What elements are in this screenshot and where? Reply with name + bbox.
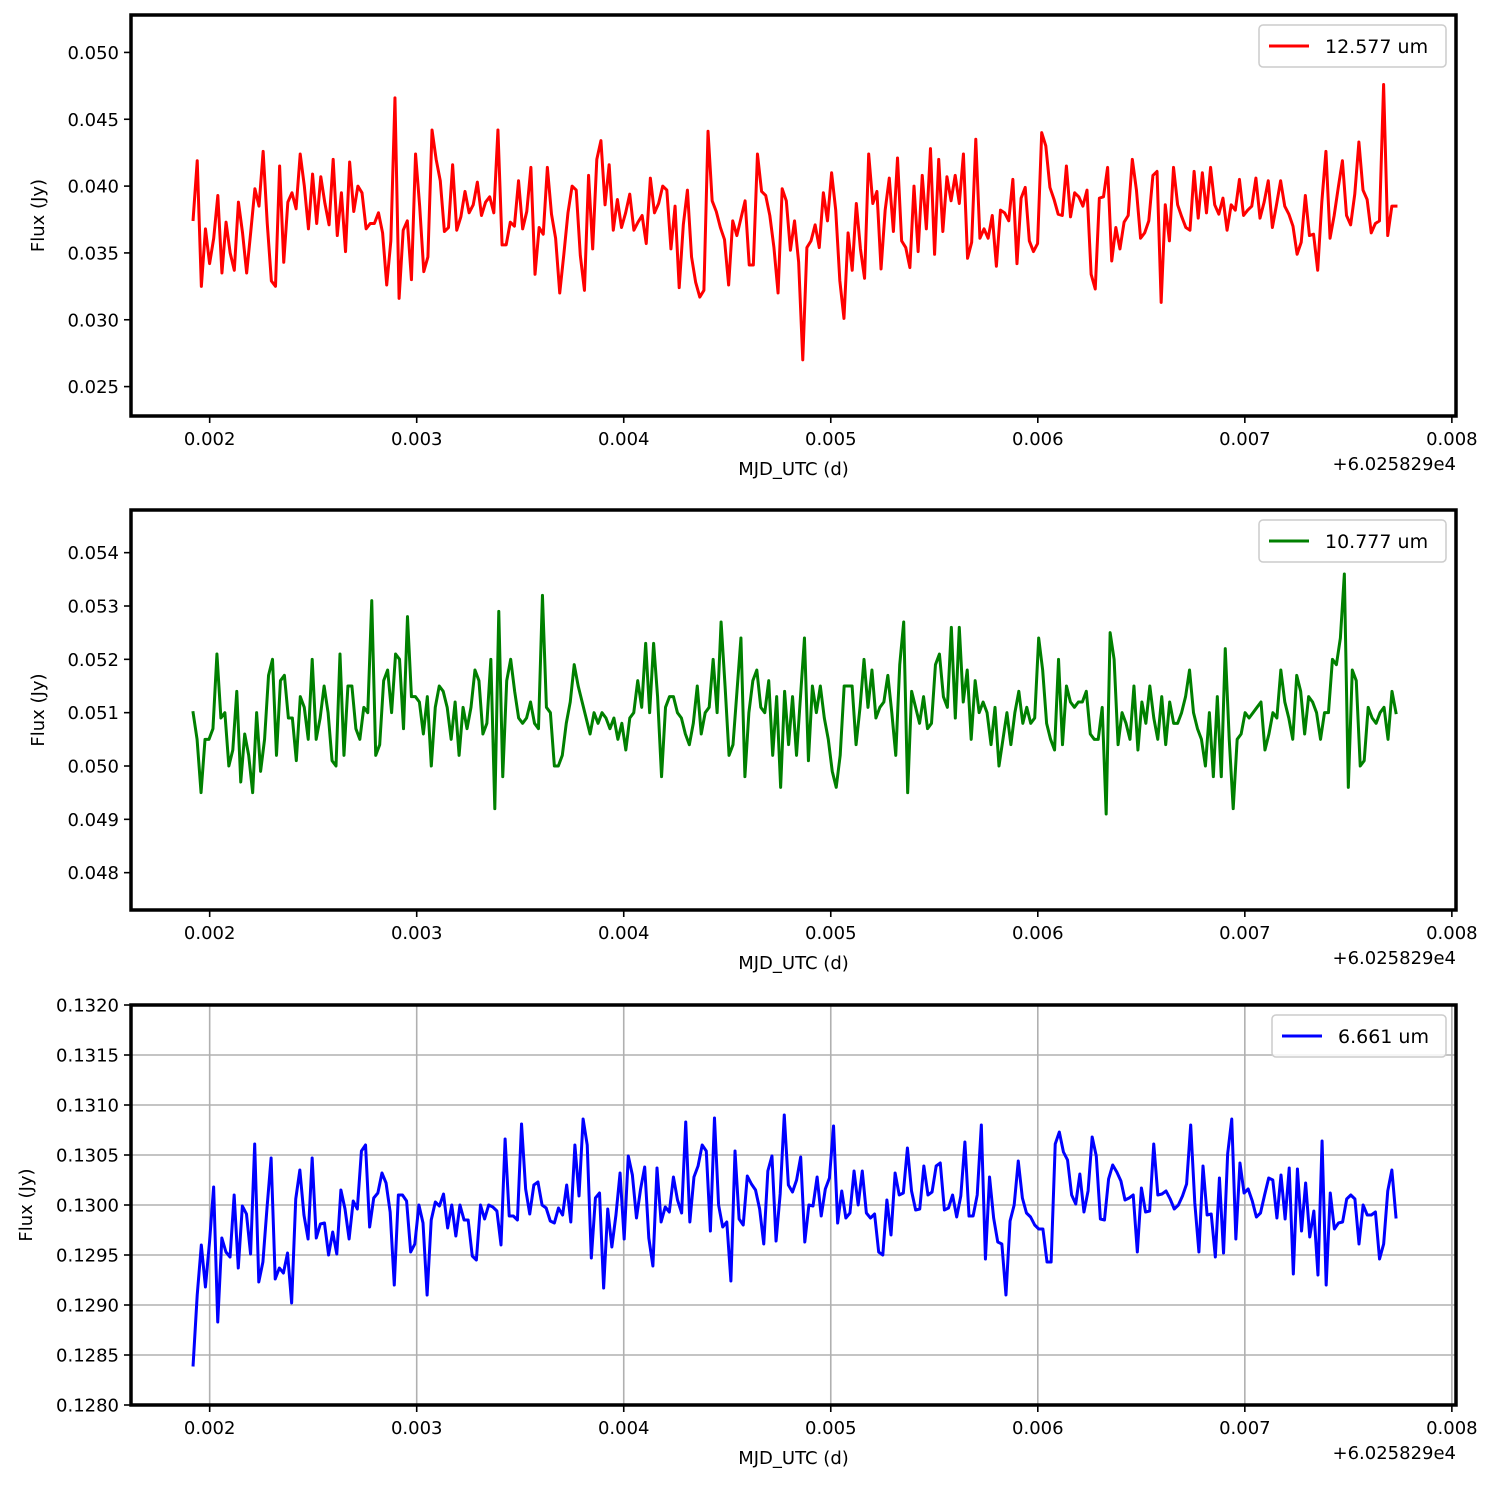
y-tick-label: 0.1320: [56, 996, 119, 1017]
x-tick-label: 0.005: [805, 429, 857, 450]
x-offset-label: +6.025829e4: [1333, 948, 1457, 969]
series-line-1: [191, 83, 1398, 362]
x-tick-label: 0.006: [1012, 923, 1064, 944]
legend-label: 6.661 um: [1338, 1026, 1429, 1048]
y-tick-label: 0.1310: [56, 1096, 119, 1117]
y-tick-label: 0.045: [67, 110, 119, 131]
y-tick-label: 0.025: [67, 377, 119, 398]
y-tick-label: 0.1290: [56, 1296, 119, 1317]
x-tick-label: 0.002: [184, 1418, 236, 1439]
legend-box: [1271, 1014, 1447, 1058]
chart-panel-3: 0.002 0.003 0.004 0.005 0.006 0.007 0.008 0.128…: [16, 996, 1478, 1470]
legend-box: [1258, 24, 1447, 68]
plot-area: [131, 15, 1456, 416]
x-axis-label: MJD_UTC (d): [738, 953, 849, 974]
x-tick-label: 0.003: [391, 1418, 443, 1439]
x-tick-label: 0.004: [598, 429, 650, 450]
y-tick-label: 0.048: [67, 863, 119, 884]
x-tick-label: 0.002: [184, 429, 236, 450]
y-tick-label: 0.053: [67, 597, 119, 618]
x-axis-label: MJD_UTC (d): [738, 459, 849, 480]
x-tick-label: 0.004: [598, 1418, 650, 1439]
y-tick-label: 0.050: [67, 43, 119, 64]
y-tick-label: 0.049: [67, 810, 119, 831]
x-tick-label: 0.007: [1219, 429, 1271, 450]
x-tick-label: 0.006: [1012, 1418, 1064, 1439]
y-tick-label: 0.035: [67, 243, 119, 264]
y-tick-label: 0.1285: [56, 1346, 119, 1367]
y-tick-label: 0.1280: [56, 1396, 119, 1417]
x-tick-label: 0.005: [805, 1418, 857, 1439]
y-axis-label: Flux (Jy): [16, 1168, 37, 1241]
x-tick-label: 0.005: [805, 923, 857, 944]
legend: 10.777 um: [1258, 519, 1447, 563]
legend: 6.661 um: [1271, 1014, 1447, 1058]
y-axis-label: Flux (Jy): [28, 673, 49, 746]
x-tick-label: 0.008: [1426, 923, 1478, 944]
chart-panel-1: 0.002 0.003 0.004 0.005 0.006 0.007 0.008 0.025…: [28, 13, 1478, 480]
y-tick-label: 0.1315: [56, 1046, 119, 1067]
series-line-1: [191, 572, 1398, 816]
x-tick-label: 0.002: [184, 923, 236, 944]
legend-label: 12.577 um: [1325, 36, 1428, 58]
x-tick-label: 0.004: [598, 923, 650, 944]
legend-box: [1258, 519, 1447, 563]
y-tick-label: 0.050: [67, 757, 119, 778]
axes-frame: [129, 508, 1458, 912]
x-offset-label: +6.025829e4: [1333, 454, 1457, 475]
x-tick-label: 0.007: [1219, 923, 1271, 944]
y-axis-label: Flux (Jy): [28, 179, 49, 252]
y-tick-label: 0.1300: [56, 1196, 119, 1217]
y-tick-label: 0.1305: [56, 1146, 119, 1167]
x-tick-label: 0.003: [391, 923, 443, 944]
x-offset-label: +6.025829e4: [1333, 1443, 1457, 1464]
x-tick-label: 0.006: [1012, 429, 1064, 450]
x-tick-label: 0.007: [1219, 1418, 1271, 1439]
y-tick-label: 0.052: [67, 650, 119, 671]
x-tick-label: 0.008: [1426, 429, 1478, 450]
x-axis-label: MJD_UTC (d): [738, 1448, 849, 1469]
y-tick-label: 0.030: [67, 310, 119, 331]
legend: 12.577 um: [1258, 24, 1447, 68]
series-line-1: [191, 1113, 1398, 1367]
chart-panel-2: 0.002 0.003 0.004 0.005 0.006 0.007 0.008 0.048…: [28, 508, 1478, 974]
y-tick-label: 0.040: [67, 177, 119, 198]
x-tick-label: 0.008: [1426, 1418, 1478, 1439]
axes-frame: [129, 13, 1458, 418]
y-tick-label: 0.054: [67, 543, 119, 564]
legend-label: 10.777 um: [1325, 531, 1428, 553]
x-tick-label: 0.003: [391, 429, 443, 450]
y-tick-label: 0.1295: [56, 1246, 119, 1267]
y-tick-label: 0.051: [67, 703, 119, 724]
